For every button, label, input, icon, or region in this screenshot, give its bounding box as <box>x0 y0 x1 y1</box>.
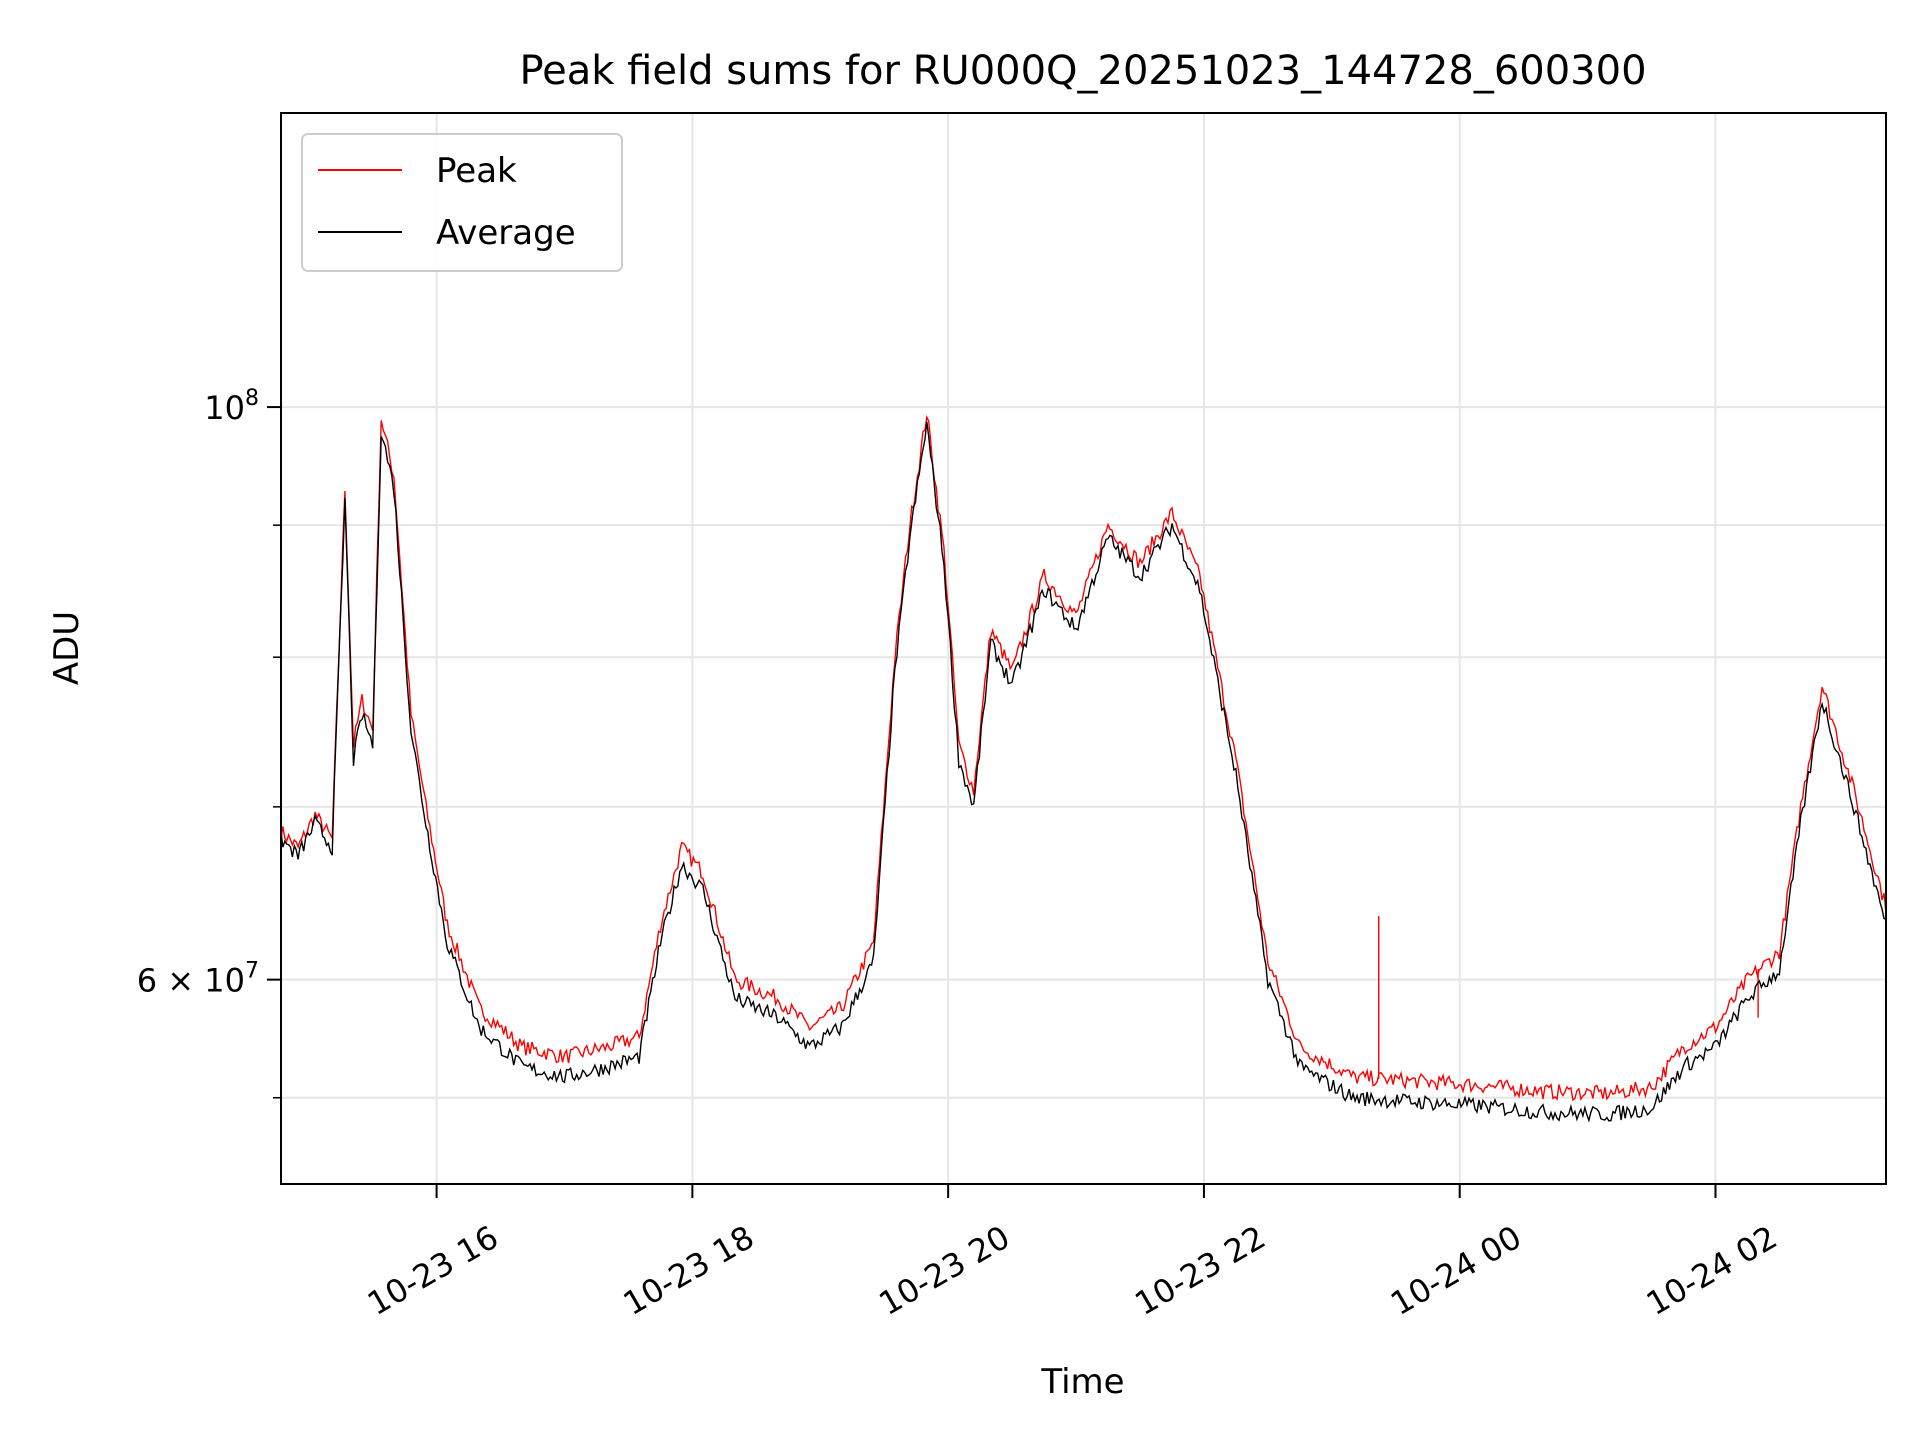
grid-lines <box>281 113 1886 1184</box>
plot-series <box>281 414 1886 1123</box>
y-tick-label: 108 <box>204 386 259 427</box>
legend-label-peak: Peak <box>436 151 517 191</box>
plot-frame <box>280 112 1887 1185</box>
y-tick-label: 6 × 107 <box>137 959 259 1000</box>
legend: Peak Average <box>301 133 623 272</box>
chart-title: Peak field sums for RU000Q_20251023_1447… <box>519 48 1646 94</box>
x-axis-label: Time <box>1040 1362 1124 1402</box>
y-axis-ticks: 6 × 107 108 <box>137 386 281 1099</box>
legend-box <box>301 133 623 272</box>
legend-label-average: Average <box>436 213 576 253</box>
series-line-peak <box>281 414 1886 1102</box>
y-axis-label: ADU <box>47 611 87 685</box>
series-line-average <box>281 421 1886 1123</box>
